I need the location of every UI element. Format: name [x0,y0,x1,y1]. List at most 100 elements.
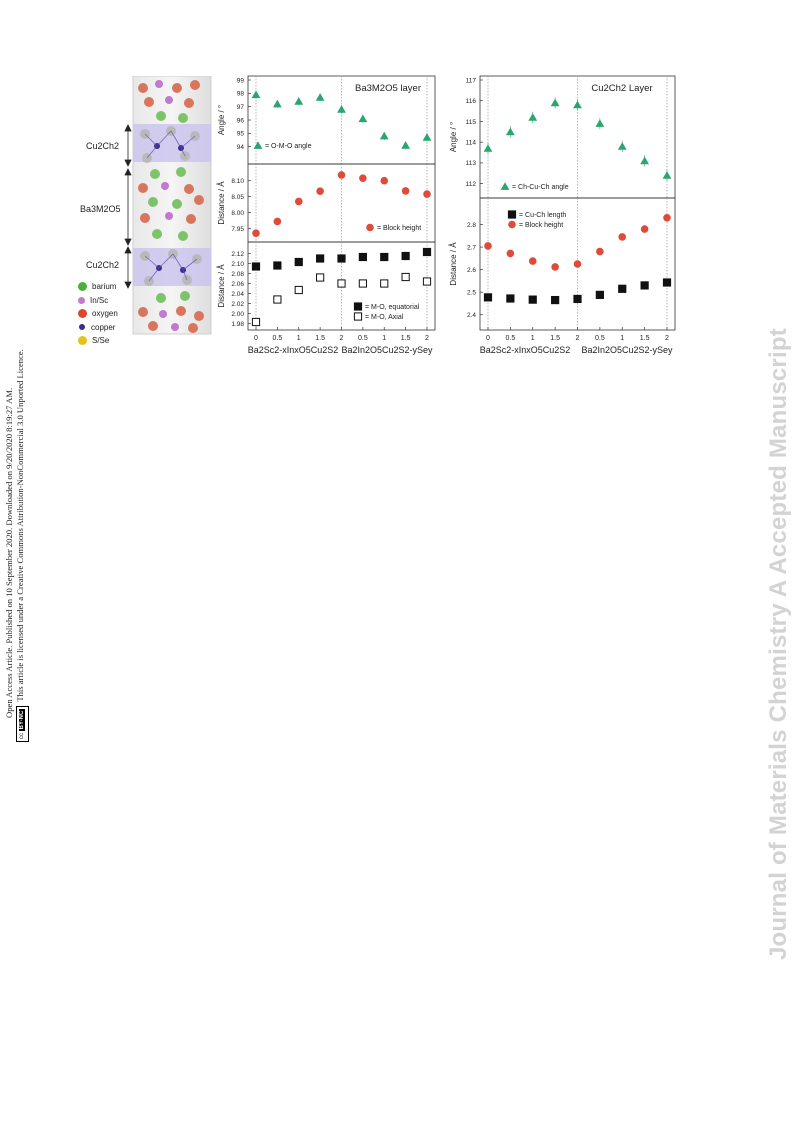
open-square-marker [294,285,303,295]
y-tick-label: 8.00 [231,210,244,217]
filled-square-marker [483,293,493,302]
layer-label-ba3m2o5: Ba3M2O5 [80,204,121,214]
circle-marker [359,174,367,182]
x-tick-label: 0.5 [358,335,368,342]
chart-panel-right-bottom: 2.4 2.5 2.6 2.7 2.8 Distance / Å = Cu-Ch lengt… [449,197,676,355]
layer-label-cu2ch2-top: Cu2Ch2 [86,141,120,151]
circle-marker [573,260,582,268]
legend-label: = Block height [377,225,421,232]
y-tick-label: 2.00 [231,311,244,318]
legend-item-barium: barium [78,280,118,294]
cc-license-icon[interactable]: cc BY-NC [16,705,29,742]
triangle-marker [500,182,510,190]
open-square-marker [422,277,432,286]
triangle-marker [358,114,368,123]
x-axis-label-left: Ba2Sc2-xInxO5Cu2S2 [248,345,339,355]
circle-marker [551,263,559,271]
circle-marker [380,176,389,185]
x-tick-label: 0.5 [273,335,283,342]
circle-marker [423,190,431,198]
y-tick-label: 116 [466,98,477,105]
x-axis-label-left: Ba2Sc2-xInxO5Cu2S2 [480,345,571,355]
filled-square-marker [316,254,325,263]
x-tick-label: 1 [297,335,301,342]
filled-square-marker [273,261,282,270]
chart-panel-right-top: 112 113 114 115 116 117 Angle / ° Cu2Ch2 Layer =… [449,75,676,199]
y-tick-label: 94 [237,144,245,151]
circle-marker [366,223,374,232]
filled-square-marker [337,254,346,263]
filled-square-marker [528,295,537,304]
circle-marker [508,220,516,229]
triangle-marker [272,99,282,108]
y-tick-label: 2.10 [231,261,244,268]
y-tick-label: 2.02 [231,301,244,308]
open-square-marker [251,317,261,327]
y-tick-label: 8.10 [231,178,244,185]
y-tick-label: 2.12 [231,251,244,258]
copper-icon [79,324,85,331]
triangle-marker [422,133,432,141]
panel-title: Cu2Ch2 Layer [591,83,652,94]
filled-square-marker [573,294,582,304]
y-tick-label: 2.7 [467,244,476,251]
triangle-marker [253,141,263,149]
legend-item-s-se: S/Se [78,334,118,348]
y-tick-label: 2.4 [467,312,476,319]
legend-label: copper [91,322,116,332]
triangle-marker [550,98,560,107]
x-tick-label: 1.5 [401,335,411,342]
x-tick-label: 0.5 [506,335,516,342]
circle-marker [640,225,649,233]
chart-panel-left-top: 94 95 96 97 98 99 Angle / ° Ba3M2O5 layer = O-M-… [217,75,436,165]
open-square-marker [316,273,325,282]
triangle-marker [483,144,493,152]
open-square-marker [353,312,363,321]
circle-marker [596,247,604,256]
legend-item-copper: copper [78,321,118,335]
x-tick-label: 1 [382,335,386,342]
y-tick-label: 117 [466,77,477,84]
legend-label: oxygen [92,309,118,319]
x-tick-label: 2 [340,335,344,342]
circle-marker [484,242,492,250]
circle-marker [273,217,282,226]
filled-square-marker [294,257,303,267]
legend-label: = Block height [519,222,563,229]
y-axis-label: Angle / ° [217,105,226,135]
structural-parameter-charts: 94 95 96 97 98 99 Angle / ° Ba3M2O5 layer = O-M-… [217,75,676,355]
y-tick-label: 112 [466,181,477,188]
open-square-marker [380,279,389,288]
legend-label: = O-M-O angle [265,143,312,150]
x-tick-label: 0 [254,335,258,342]
x-axis-label-right: Ba2In2O5Cu2S2-ySey [341,345,433,355]
y-tick-label: 95 [237,131,245,138]
legend-item-in-sc: In/Sc [78,294,118,308]
open-square-marker [401,272,410,282]
open-square-marker [273,295,282,304]
by-nc-badge: BY-NC [19,708,25,732]
y-tick-label: 96 [237,117,245,124]
y-tick-label: 114 [466,139,477,146]
layer-label-cu2ch2-bottom: Cu2Ch2 [86,260,120,270]
y-axis-label: Angle / ° [449,122,458,152]
circle-marker [401,187,410,195]
y-tick-label: 8.05 [231,194,244,201]
atom-legend: barium In/Sc oxygen copper S/Se [78,280,118,348]
y-tick-label: 1.98 [231,321,244,328]
y-tick-label: 7.95 [231,226,244,233]
cc-badge-text: cc [19,733,25,739]
y-tick-label: 2.06 [231,281,244,288]
y-axis-label: Distance / Å [217,181,226,225]
x-tick-label: 1.5 [640,335,650,342]
circle-marker [316,187,324,196]
legend-label: = Ch-Cu-Ch angle [512,184,569,191]
y-tick-label: 2.8 [467,222,476,229]
triangle-marker [617,142,627,150]
triangle-marker [595,119,605,127]
y-tick-label: 99 [237,77,245,84]
crystal-structure-image [132,76,212,335]
filled-square-marker [401,251,410,261]
structure-layer-arrows [124,124,132,289]
chart-panel-left-middle: 7.95 8.00 8.05 8.10 Distance / Å = Block heig… [217,163,436,243]
